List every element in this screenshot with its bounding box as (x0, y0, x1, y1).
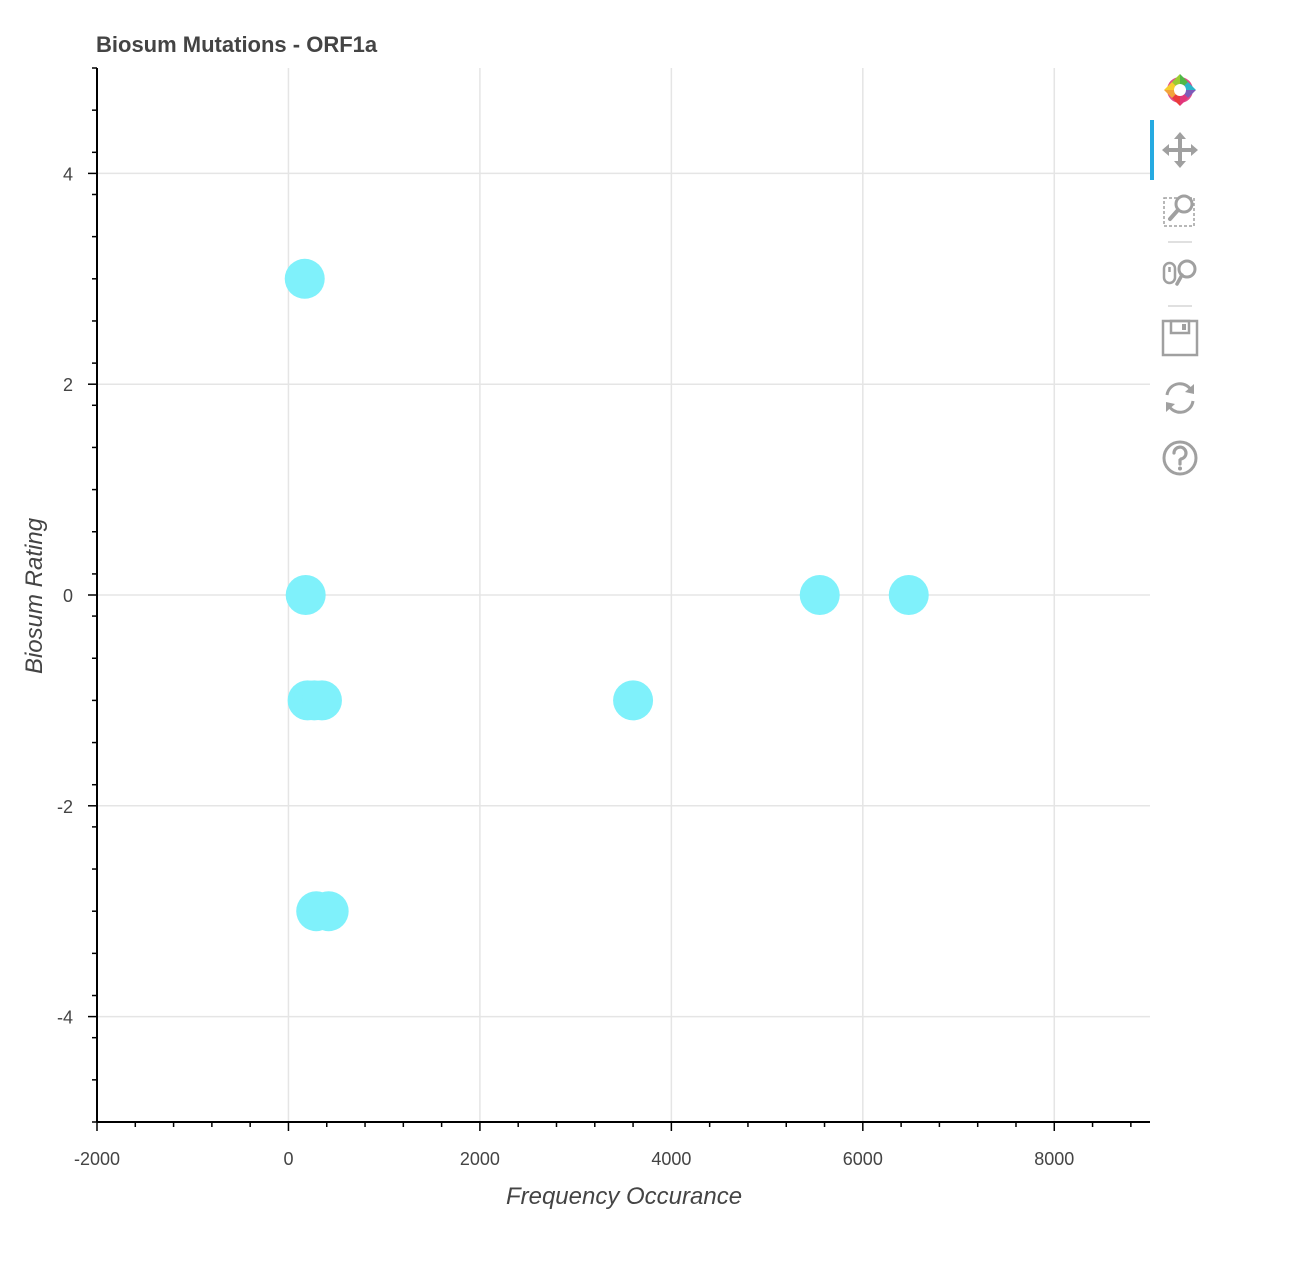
reset-tool-icon (1165, 382, 1195, 414)
help-tool-button[interactable] (1150, 428, 1210, 488)
save-tool-icon (1161, 319, 1199, 357)
x-tick-label: 0 (283, 1149, 293, 1169)
y-tick-label: 4 (63, 164, 73, 184)
chart-toolbar (1150, 60, 1210, 488)
y-axis-label: Biosum Rating (21, 517, 48, 674)
box-zoom-tool-button[interactable] (1150, 180, 1210, 240)
scatter-point[interactable] (308, 891, 349, 932)
help-tool-icon (1162, 440, 1198, 476)
bokeh-logo-icon (1164, 74, 1196, 106)
bokeh-logo[interactable] (1150, 60, 1210, 120)
reset-tool-button[interactable] (1150, 368, 1210, 428)
x-tick-label: 6000 (843, 1149, 883, 1169)
toolbar-divider (1168, 305, 1192, 307)
y-tick-label: -2 (57, 797, 73, 817)
data-points (284, 258, 929, 932)
x-tick-label: -2000 (74, 1149, 120, 1169)
scatter-point[interactable] (285, 575, 326, 615)
grid (97, 68, 1150, 1122)
y-tick-label: 2 (63, 375, 73, 395)
axes: -2000 0 2000 4000 6000 8000 -4 -2 0 2 4 (57, 67, 1150, 1169)
scatter-point[interactable] (301, 680, 342, 721)
save-tool-button[interactable] (1150, 308, 1210, 368)
x-tick-label: 8000 (1034, 1149, 1074, 1169)
x-tick-label: 2000 (460, 1149, 500, 1169)
pan-tool-icon (1162, 132, 1198, 168)
pan-tool-button[interactable] (1150, 120, 1210, 180)
chart-title: Biosum Mutations - ORF1a (96, 32, 378, 57)
wheel-zoom-tool-button[interactable] (1150, 244, 1210, 304)
x-axis-label: Frequency Occurance (506, 1183, 742, 1210)
y-tick-label: 0 (63, 586, 73, 606)
wheel-zoom-tool-icon (1162, 259, 1197, 286)
x-tick-label: 4000 (651, 1149, 691, 1169)
scatter-point[interactable] (888, 575, 929, 615)
scatter-point[interactable] (799, 575, 840, 615)
box-zoom-tool-icon (1163, 194, 1195, 227)
y-tick-label: -4 (57, 1008, 73, 1028)
toolbar-divider (1168, 241, 1192, 243)
scatter-chart[interactable]: -2000 0 2000 4000 6000 8000 -4 -2 0 2 4 Biosum Mut… (0, 0, 1150, 1264)
scatter-point[interactable] (284, 258, 325, 299)
scatter-point[interactable] (613, 680, 654, 721)
